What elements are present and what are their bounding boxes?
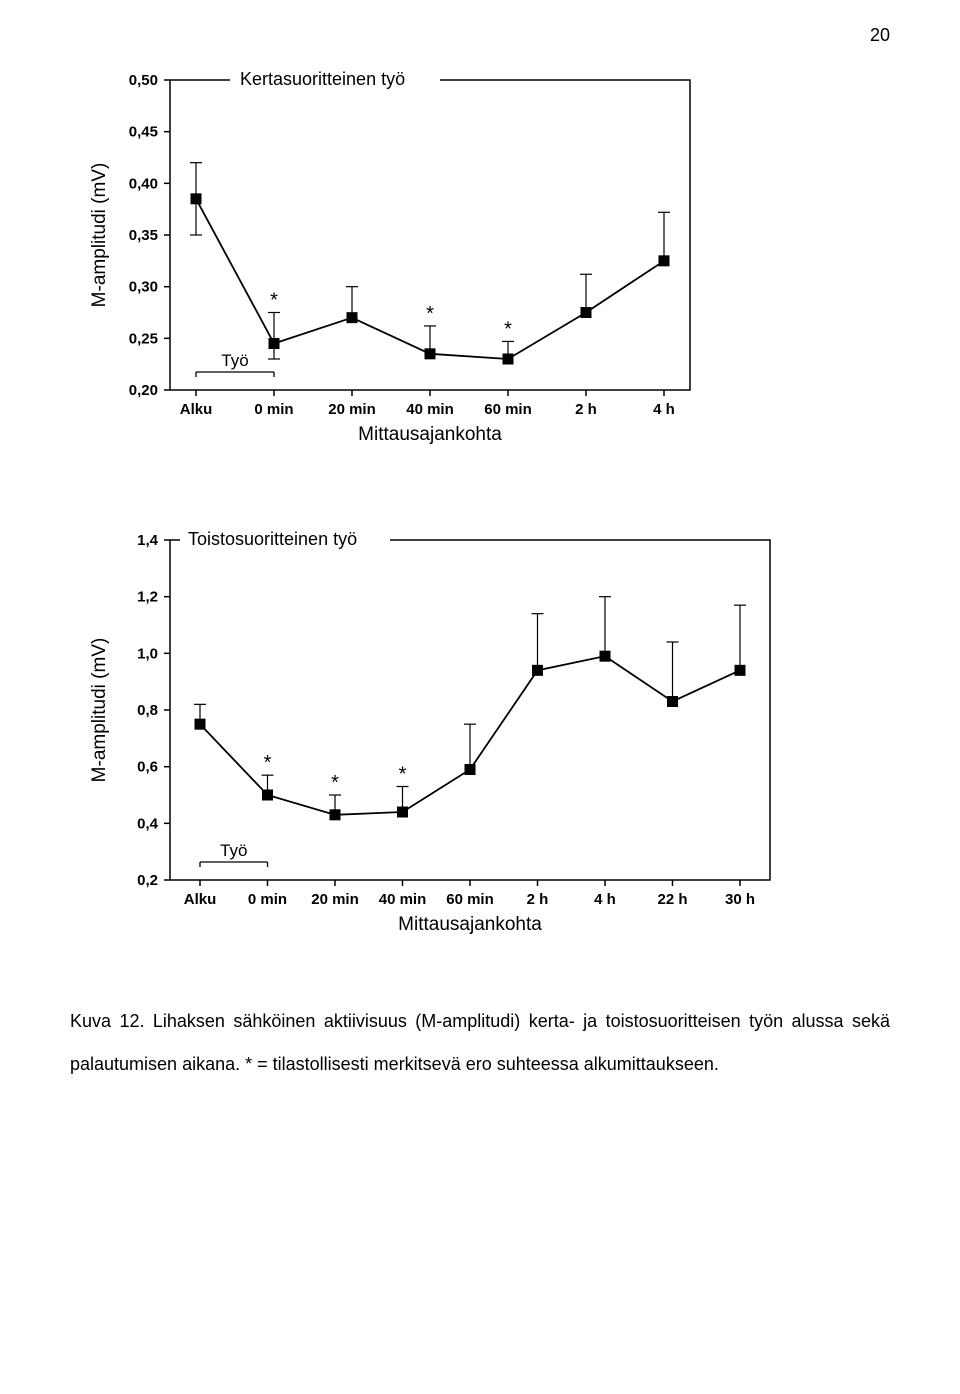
svg-text:*: * bbox=[399, 764, 407, 786]
svg-text:60 min: 60 min bbox=[484, 401, 532, 418]
svg-text:2 h: 2 h bbox=[527, 891, 549, 908]
svg-text:*: * bbox=[504, 318, 512, 340]
caption-prefix: Kuva 12. bbox=[70, 1011, 144, 1031]
svg-text:Kertasuoritteinen työ: Kertasuoritteinen työ bbox=[240, 69, 405, 89]
svg-text:Mittausajankohta: Mittausajankohta bbox=[398, 914, 542, 935]
svg-text:1,4: 1,4 bbox=[137, 532, 159, 549]
figure-caption: Kuva 12. Lihaksen sähköinen aktiivisuus … bbox=[70, 1000, 890, 1086]
svg-text:0 min: 0 min bbox=[254, 401, 293, 418]
chart1-svg: 0,20 0,25 0,30 0,35 0,40 0,45 0,50 Alku 0 min 20 … bbox=[70, 40, 710, 450]
svg-text:0 min: 0 min bbox=[248, 891, 287, 908]
svg-text:0,45: 0,45 bbox=[129, 124, 158, 141]
svg-text:4 h: 4 h bbox=[653, 401, 675, 418]
svg-text:M-amplitudi (mV): M-amplitudi (mV) bbox=[89, 638, 110, 783]
svg-text:Työ: Työ bbox=[220, 841, 247, 860]
svg-text:M-amplitudi (mV): M-amplitudi (mV) bbox=[89, 163, 110, 308]
svg-text:40 min: 40 min bbox=[379, 891, 427, 908]
chart-1: 0,20 0,25 0,30 0,35 0,40 0,45 0,50 Alku 0 min 20 … bbox=[70, 40, 890, 450]
svg-text:Alku: Alku bbox=[180, 401, 213, 418]
svg-text:0,20: 0,20 bbox=[129, 382, 158, 399]
svg-text:*: * bbox=[426, 303, 434, 325]
page: 20 0,200,250,300,350,400,450,50Alku0 min… bbox=[0, 0, 960, 1126]
svg-text:Alku: Alku bbox=[184, 891, 217, 908]
svg-text:0,25: 0,25 bbox=[129, 330, 158, 347]
caption-body-2: = tilastollisesti merkitsevä ero suhtees… bbox=[252, 1054, 719, 1074]
svg-text:0,30: 0,30 bbox=[129, 279, 158, 296]
chart-2: 0,2 0,4 0,6 0,8 1,0 1,2 1,4 Alku 0 min 20 min 40 m… bbox=[70, 510, 890, 940]
svg-text:Työ: Työ bbox=[221, 351, 248, 370]
svg-text:60 min: 60 min bbox=[446, 891, 494, 908]
svg-text:30 h: 30 h bbox=[725, 891, 755, 908]
svg-text:20 min: 20 min bbox=[328, 401, 376, 418]
svg-text:0,4: 0,4 bbox=[137, 815, 159, 832]
svg-text:0,35: 0,35 bbox=[129, 227, 158, 244]
svg-text:*: * bbox=[264, 752, 272, 774]
svg-text:1,0: 1,0 bbox=[137, 645, 158, 662]
svg-text:40 min: 40 min bbox=[406, 401, 454, 418]
svg-text:0,40: 0,40 bbox=[129, 175, 158, 192]
svg-text:*: * bbox=[331, 772, 339, 794]
svg-text:0,6: 0,6 bbox=[137, 759, 158, 776]
svg-text:*: * bbox=[270, 290, 278, 312]
svg-text:0,8: 0,8 bbox=[137, 702, 158, 719]
chart2-svg: 0,2 0,4 0,6 0,8 1,0 1,2 1,4 Alku 0 min 20 min 40 m… bbox=[70, 510, 790, 940]
svg-text:4 h: 4 h bbox=[594, 891, 616, 908]
svg-text:1,2: 1,2 bbox=[137, 589, 158, 606]
svg-text:0,2: 0,2 bbox=[137, 872, 158, 889]
svg-text:2 h: 2 h bbox=[575, 401, 597, 418]
svg-text:20 min: 20 min bbox=[311, 891, 359, 908]
svg-text:22 h: 22 h bbox=[657, 891, 687, 908]
svg-text:0,50: 0,50 bbox=[129, 72, 158, 89]
svg-text:Mittausajankohta: Mittausajankohta bbox=[358, 424, 502, 445]
svg-text:Toistosuoritteinen työ: Toistosuoritteinen työ bbox=[188, 529, 357, 549]
